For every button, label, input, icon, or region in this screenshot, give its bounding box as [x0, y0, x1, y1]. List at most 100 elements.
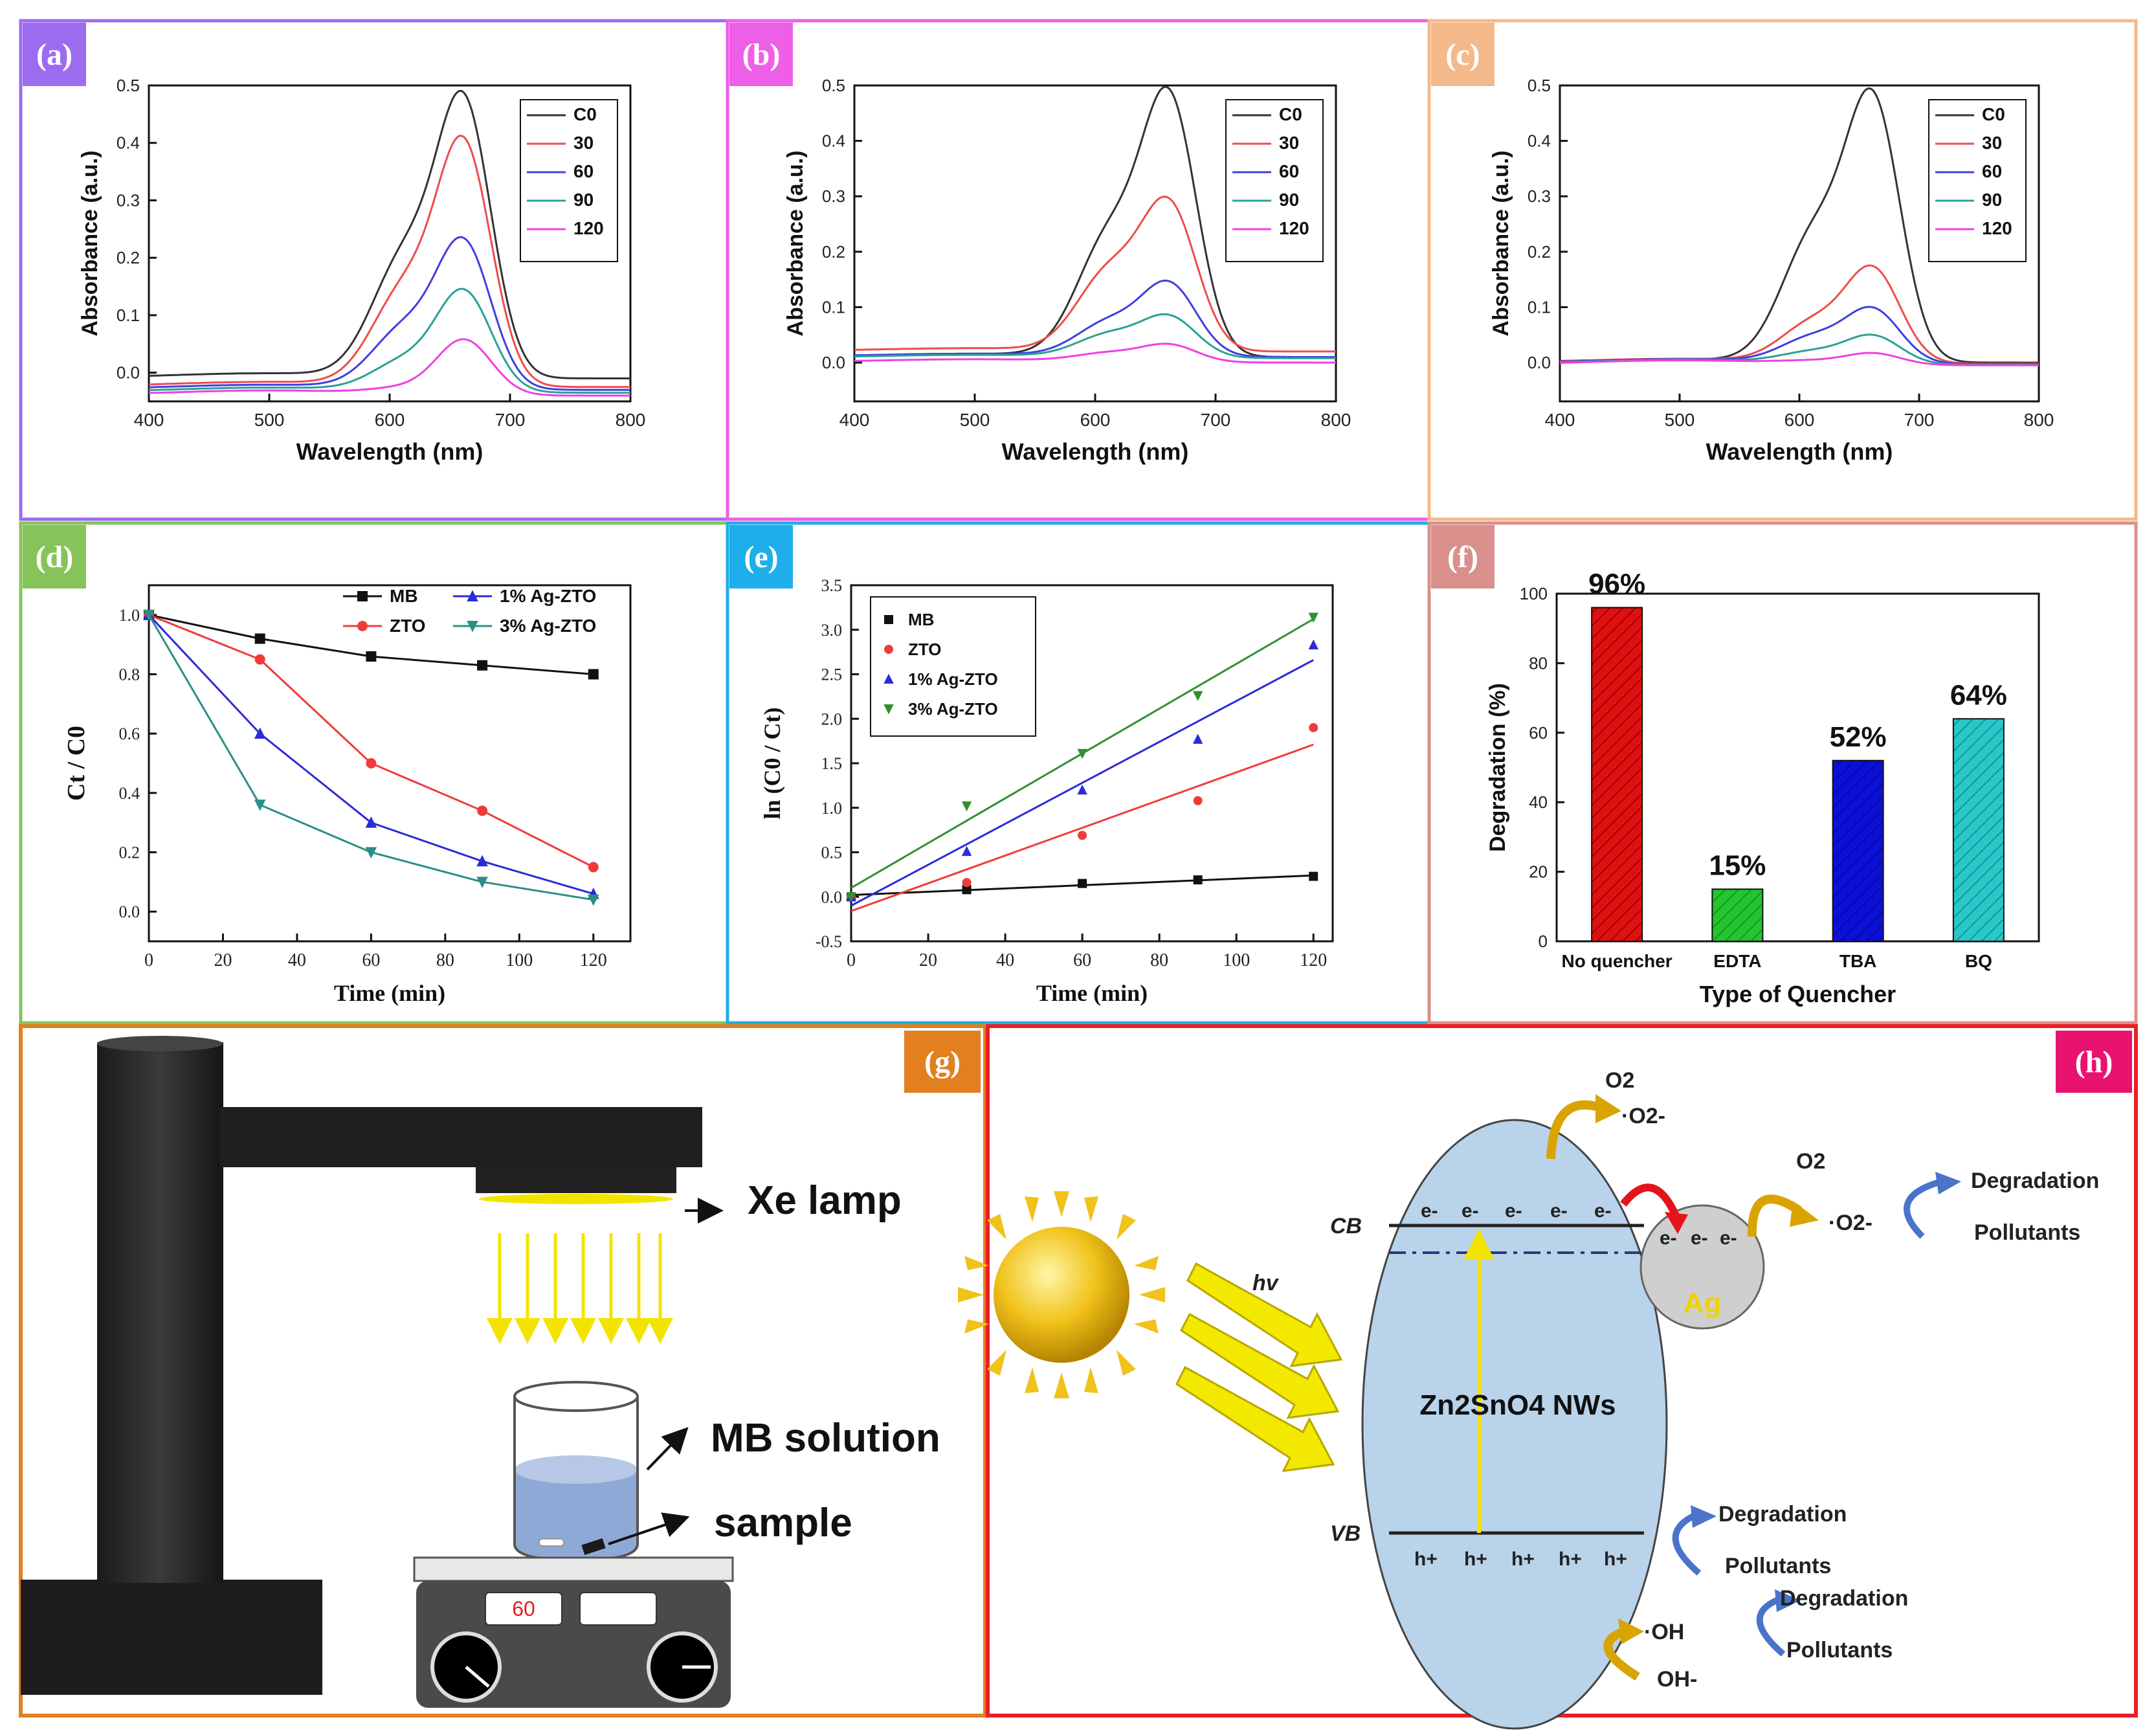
beaker-rim	[513, 1381, 639, 1412]
degradation-curl-mid	[1672, 1512, 1702, 1576]
cb-label: CB	[1330, 1214, 1362, 1238]
series-line-60	[1559, 306, 2039, 366]
legend-label: 3% Ag-ZTO	[908, 699, 998, 719]
series-line-120	[1559, 352, 2039, 366]
data-point	[476, 855, 488, 867]
legend-label: 60	[573, 161, 594, 181]
y-tick-label: 0.3	[1528, 186, 1551, 206]
x-category-label: No quencher	[1562, 951, 1673, 971]
legend-label: 90	[1279, 190, 1299, 210]
chart-c: 0.0 0.1 0.2 0.3 0.4 0.5 400 500 600 700 800 C0 30 60 9…	[1489, 76, 2054, 465]
y-tick-label: 0	[1539, 932, 1548, 951]
legend-label: 60	[1279, 161, 1299, 181]
legend-label: 1% Ag-ZTO	[908, 669, 998, 689]
series-line-30	[1559, 264, 2039, 365]
series-line-120	[854, 342, 1336, 364]
legend-label: ZTO	[390, 616, 425, 636]
oh-radical-label: ·OH	[1644, 1620, 1684, 1644]
legend-label: 90	[1982, 190, 2002, 210]
series-line-30	[148, 135, 630, 388]
display-value: 60	[512, 1597, 535, 1620]
y-tick-label: 0.0	[1528, 353, 1551, 372]
legend-label: MB	[908, 610, 934, 629]
data-point	[476, 877, 488, 888]
y-tick-label: 0.2	[117, 248, 140, 267]
x-tick-label: 800	[616, 410, 646, 430]
y-tick-label: 20	[1529, 862, 1548, 882]
panel-f-frame	[1427, 521, 2138, 1025]
y-tick-label: 0.5	[1528, 76, 1551, 95]
bar-value-label: 64%	[1950, 679, 2007, 711]
solution-label: MB solution	[711, 1416, 940, 1461]
data-point	[467, 590, 478, 601]
chart-f: 0 20 40 60 80 100 96% No quencher 15% EDTA 52% TBA 6…	[1485, 568, 2040, 1007]
stand-arm	[220, 1107, 702, 1167]
x-tick-label: 400	[839, 410, 870, 430]
panel-f-label: (f)	[1447, 540, 1478, 574]
cb-electrons: e- e- e- e- e-	[1421, 1200, 1612, 1222]
liquid-surface	[515, 1455, 638, 1484]
series-line-90	[148, 287, 630, 394]
lamp-emitter	[479, 1194, 673, 1204]
y-tick-label: 3.5	[821, 576, 843, 595]
y-tick-label: 3.0	[821, 621, 843, 640]
panel-e-label: (e)	[744, 540, 778, 574]
data-point	[1309, 871, 1318, 881]
x-tick-label: 800	[2024, 410, 2054, 430]
stir-bar	[539, 1538, 564, 1547]
data-point	[884, 704, 894, 715]
nanowire-body	[1361, 1119, 1668, 1730]
electron: e-	[1594, 1200, 1612, 1222]
panel-h-label: (h)	[2075, 1045, 2113, 1079]
transfer-arrow	[1620, 1183, 1680, 1219]
y-tick-label: 0.1	[822, 297, 845, 317]
legend-label: 60	[1982, 161, 2002, 181]
electron: e-	[1505, 1200, 1522, 1222]
bar-value-label: 52%	[1830, 721, 1887, 753]
stirrer-plate	[413, 1556, 734, 1582]
light-rays	[487, 1233, 673, 1344]
data-point	[884, 673, 894, 684]
y-axis-title: Absorbance (a.u.)	[78, 150, 102, 336]
panel-h-tag: (h)	[2056, 1031, 2132, 1093]
data-point	[1193, 796, 1203, 805]
electron: e-	[1720, 1227, 1737, 1249]
hv-label: hv	[1252, 1271, 1280, 1295]
x-axis-title: Time (min)	[334, 980, 445, 1006]
bar-value-label: 15%	[1709, 849, 1766, 881]
y-tick-label: -0.5	[816, 932, 842, 951]
fit-line	[850, 659, 1314, 907]
x-tick-label: 600	[1784, 410, 1815, 430]
y-tick-label: 1.0	[119, 606, 140, 625]
panel-e-tag: (e)	[729, 525, 793, 588]
fit-line	[850, 743, 1314, 912]
hole: h+	[1414, 1549, 1438, 1570]
data-point	[365, 816, 377, 828]
y-axis-title: Absorbance (a.u.)	[1489, 150, 1513, 336]
data-point	[477, 660, 488, 671]
o2-curl-right-head	[1790, 1201, 1819, 1227]
data-point	[254, 800, 266, 811]
data-point	[1192, 733, 1203, 744]
x-tick-label: 80	[1150, 950, 1168, 970]
legend-label: 1% Ag-ZTO	[500, 586, 596, 606]
panel-c-frame	[1427, 19, 2138, 521]
hole: h+	[1604, 1549, 1627, 1570]
legend-label: 90	[573, 190, 594, 210]
display-right	[579, 1592, 657, 1626]
y-tick-label: 2.5	[821, 666, 843, 684]
electron: e-	[1461, 1200, 1479, 1222]
series-line-30	[854, 196, 1336, 353]
data-point	[961, 801, 972, 812]
y-tick-label: 0.1	[117, 306, 140, 325]
x-tick-label: 700	[1201, 410, 1231, 430]
degradation-curl-mid-head	[1691, 1505, 1717, 1528]
data-point	[587, 894, 599, 906]
x-tick-label: 600	[375, 410, 405, 430]
x-category-label: TBA	[1839, 951, 1877, 971]
series-line-C0	[148, 89, 630, 379]
x-tick-label: 120	[1300, 950, 1327, 970]
o2-minus-right-label: ·O2-	[1828, 1211, 1873, 1235]
chart-e: -0.5 0.0 0.5 1.0 1.5 2.0 2.5 3.0 3.5 0 20 40 60 80 100…	[759, 576, 1334, 1006]
